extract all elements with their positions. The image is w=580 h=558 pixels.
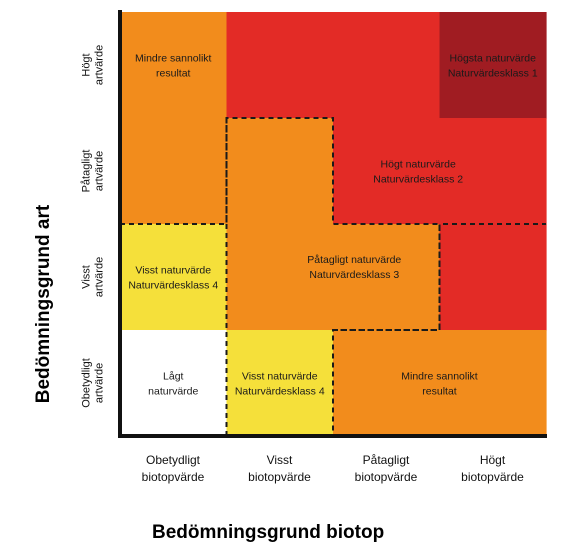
cell-label-klass-2-line1: Högt naturvärde — [381, 159, 456, 171]
y-level-label-1-line1: Påtagligt — [81, 150, 93, 193]
matrix-cell-r2-c1 — [226, 224, 334, 331]
x-level-label-2: Påtagligt biotopvärde — [333, 452, 439, 486]
cell-label-klass-4-b-line2: Naturvärdesklass 4 — [235, 386, 325, 398]
y-level-label-1-line2: artvärde — [94, 151, 106, 191]
matrix-cells — [120, 12, 547, 437]
matrix-cell-r0-c3 — [439, 12, 547, 119]
cell-label-lagt-line2: naturvärde — [148, 386, 198, 398]
class3-boundary — [225, 117, 441, 436]
x-level-label-0: Obetydligt biotopvärde — [120, 452, 226, 486]
x-level-label-0-line1: Obetydligt — [145, 453, 201, 467]
y-level-label-2-line2: artvärde — [94, 257, 106, 297]
x-level-label-3: Högt biotopvärde — [440, 452, 546, 486]
cell-label-klass-2-line2: Naturvärdesklass 2 — [373, 174, 463, 186]
matrix-cell-r1-c1 — [226, 118, 334, 225]
x-axis-title: Bedömningsgrund biotop — [152, 522, 385, 543]
matrix-cell-r1-c3 — [439, 118, 547, 225]
matrix-cell-r3-c3 — [439, 330, 547, 437]
y-level-label-1: Påtagligt artvärde — [81, 150, 106, 193]
x-level-label-1-line1: Visst — [266, 453, 293, 467]
x-level-label-3-line2: biotopvärde — [461, 470, 524, 484]
y-level-label-3-line2: artvärde — [94, 363, 106, 403]
cell-label-lagt-line1: Lågt — [163, 371, 184, 383]
cell-label-klass-1-line1: Högsta naturvärde — [450, 53, 537, 65]
x-level-label-3-line1: Högt — [479, 453, 506, 467]
y-level-label-3-line1: Obetydligt — [81, 358, 93, 408]
cell-label-klass-4-b-line1: Visst naturvärde — [242, 371, 318, 383]
y-axis-title: Bedömningsgrund art — [33, 204, 54, 404]
cell-labels: Mindre sannolikt resultat Högsta naturvärd… — [128, 53, 538, 398]
x-level-label-2-line2: biotopvärde — [354, 470, 418, 484]
matrix-cell-r0-c2 — [333, 12, 441, 119]
y-level-label-0-line2: artvärde — [94, 45, 106, 85]
y-level-label-0: Högt artvärde — [81, 45, 106, 85]
cell-label-mindre-sannolikt-bottom-line2: resultat — [422, 386, 457, 398]
matrix-cell-r2-c2 — [333, 224, 441, 331]
matrix-cell-r1-c2 — [333, 118, 441, 225]
y-level-label-0-line1: Högt — [81, 53, 93, 76]
cell-label-mindre-sannolikt-top-line1: Mindre sannolikt — [135, 53, 212, 65]
cell-label-klass-3-line1: Påtagligt naturvärde — [307, 254, 401, 266]
x-level-label-1: Visst biotopvärde — [227, 452, 333, 486]
y-level-label-2: Visst artvärde — [81, 257, 106, 297]
class2-lower-boundary — [333, 223, 546, 331]
matrix-cell-r3-c2 — [333, 330, 441, 437]
matrix-cell-r3-c0 — [120, 330, 228, 437]
cell-label-klass-4-a-line2: Naturvärdesklass 4 — [128, 280, 218, 292]
x-level-label-2-line1: Påtagligt — [362, 453, 410, 467]
y-level-label-3: Obetydligt artvärde — [81, 358, 106, 408]
matrix-cell-r3-c1 — [226, 330, 334, 437]
matrix-cell-r2-c3 — [439, 224, 547, 331]
cell-label-mindre-sannolikt-bottom-line1: Mindre sannolikt — [401, 371, 478, 383]
class-boundaries — [120, 117, 546, 436]
x-level-label-0-line2: biotopvärde — [141, 470, 205, 484]
cell-label-klass-4-a-line1: Visst naturvärde — [135, 265, 211, 277]
matrix-cell-r2-c0 — [120, 224, 228, 331]
cell-label-mindre-sannolikt-top-line2: resultat — [156, 68, 191, 80]
matrix-cell-r1-c0 — [120, 118, 228, 225]
cell-label-klass-1-line2: Naturvärdesklass 1 — [448, 68, 538, 80]
cell-label-klass-3-line2: Naturvärdesklass 3 — [309, 269, 399, 281]
matrix-cell-r0-c1 — [226, 12, 334, 119]
x-level-label-1-line2: biotopvärde — [248, 470, 311, 484]
y-level-label-2-line1: Visst — [81, 265, 93, 289]
matrix-cell-r0-c0 — [120, 12, 228, 119]
